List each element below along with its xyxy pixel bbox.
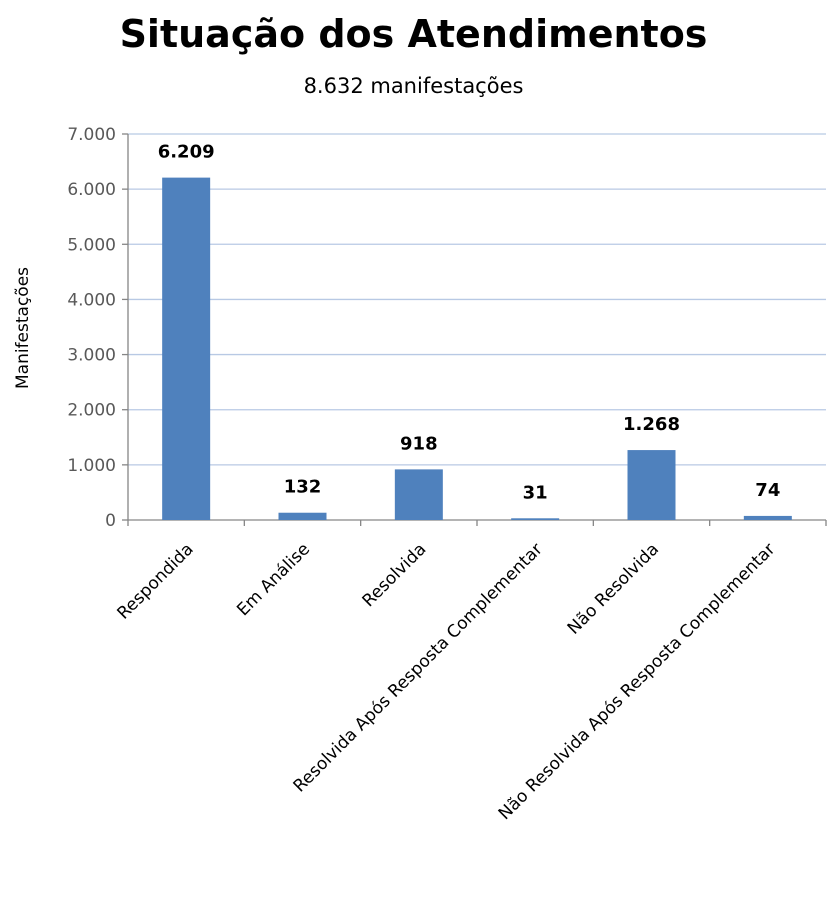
data-label: 918 (400, 433, 438, 454)
bars (162, 177, 792, 521)
x-tick-label: Não Resolvida (564, 539, 663, 638)
chart-subtitle: 8.632 manifestações (303, 74, 524, 98)
chart-title: Situação dos Atendimentos (119, 12, 708, 56)
bar (394, 469, 443, 520)
y-tick-label: 0 (105, 511, 116, 531)
x-tick-label: Respondida (114, 539, 198, 623)
gridlines (128, 133, 826, 466)
y-tick-label: 5.000 (67, 235, 116, 255)
data-label: 74 (755, 480, 780, 501)
data-label: 1.268 (623, 414, 680, 435)
bar (511, 518, 560, 520)
y-tick-label: 4.000 (67, 290, 116, 310)
y-tick-label: 3.000 (67, 346, 116, 366)
bar (278, 512, 327, 520)
data-labels: 6.209 132 918 31 1.268 74 (158, 142, 781, 504)
axes (122, 133, 827, 526)
y-tick-labels: 0 1.000 2.000 3.000 4.000 5.000 6.000 7.000 (67, 125, 116, 531)
data-label: 132 (284, 477, 322, 498)
y-tick-label: 2.000 (67, 401, 116, 421)
y-tick-label: 7.000 (67, 125, 116, 145)
bar (627, 450, 676, 520)
y-tick-label: 1.000 (67, 456, 116, 476)
x-tick-label: Resolvida (359, 539, 431, 611)
data-label: 6.209 (158, 142, 215, 163)
x-tick-label: Resolvida Após Resposta Complementar (290, 539, 547, 796)
bar (162, 177, 211, 521)
x-tick-label: Em Análise (233, 539, 314, 620)
data-label: 31 (523, 482, 548, 503)
y-axis-title: Manifestações (13, 267, 33, 389)
y-tick-label: 6.000 (67, 180, 116, 200)
bar (743, 515, 792, 520)
x-tick-label: Não Resolvida Após Resposta Complementar (495, 539, 780, 824)
